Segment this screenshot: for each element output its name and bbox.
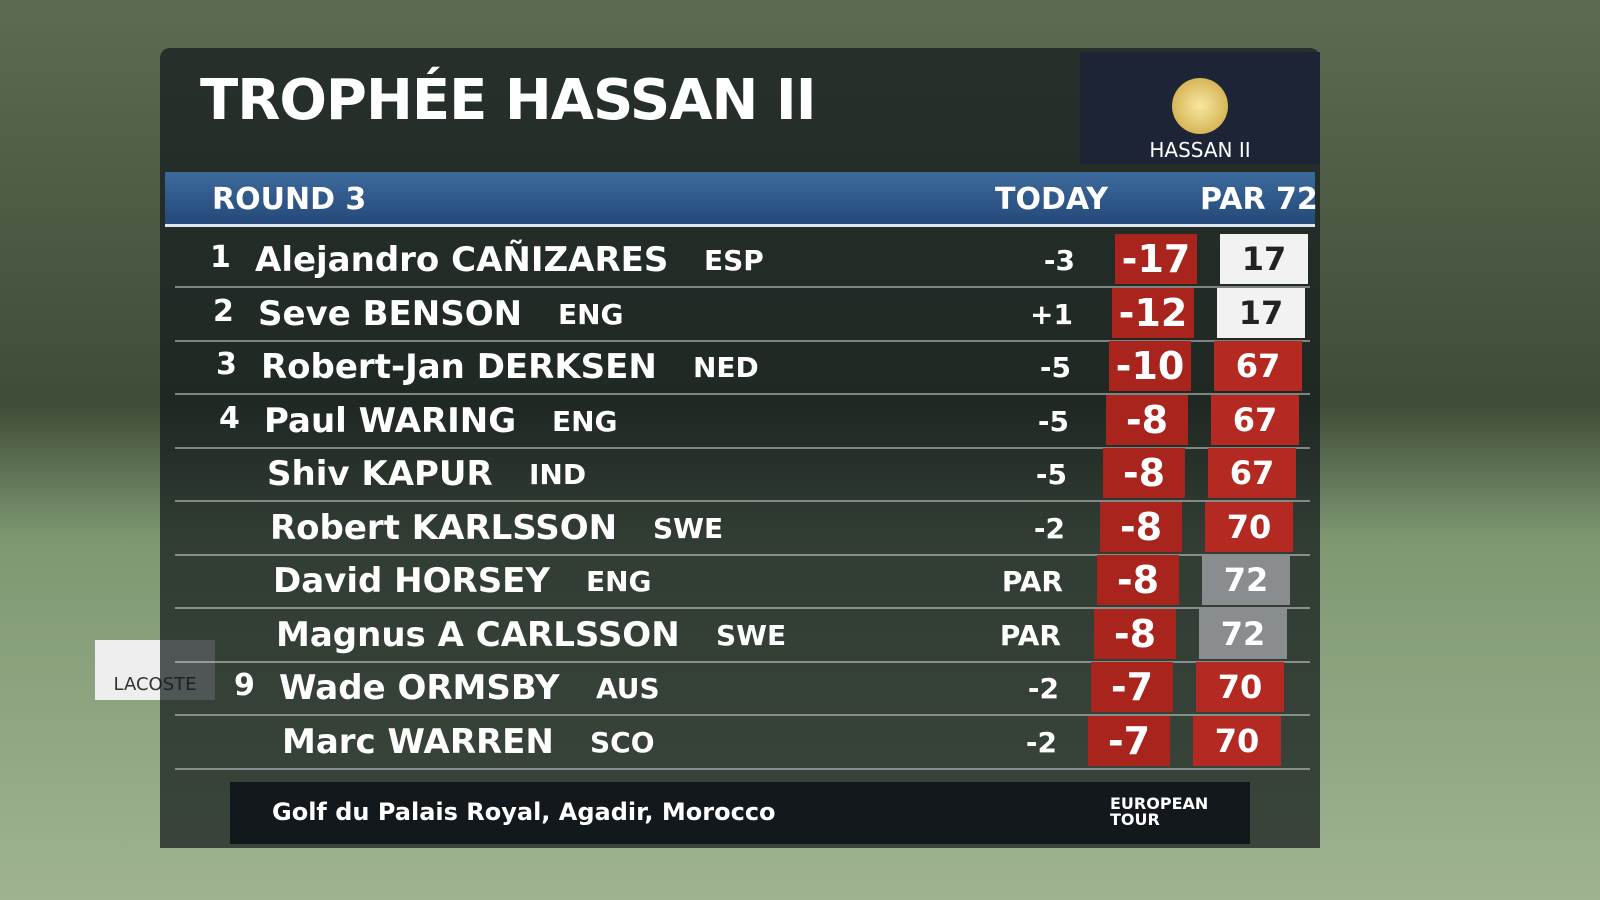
today: PAR [999,618,1061,652]
country: AUS [596,672,660,705]
country: IND [529,458,587,491]
thru: 17 [1217,287,1305,338]
thru: 72 [1202,555,1290,605]
thru: 70 [1196,662,1284,712]
logo-ball [1172,78,1228,134]
row: David HORSEY ENG PAR -8 72 [175,553,1310,609]
round-band [165,172,1315,227]
row: Shiv KAPUR IND -5 -8 67 [175,446,1310,502]
position: 1 [210,240,231,275]
player-name: Magnus A CARLSSON [276,614,680,655]
today: -5 [1035,458,1067,491]
thru: 72 [1199,608,1287,659]
player-name: Seve BENSON [258,293,523,334]
thru: 67 [1208,448,1296,498]
total: -7 [1091,662,1173,712]
today: -3 [1043,244,1075,277]
player-name: Wade ORMSBY [279,668,560,708]
position: 3 [216,347,237,382]
row: 1 Alejandro CAÑIZARES ESP -3 -17 17 [175,232,1310,288]
position: 4 [219,400,240,436]
row: Marc WARREN SCO -2 -7 70 [175,714,1310,770]
round: ROUND 3 [212,182,367,217]
row: 9 Wade ORMSBY AUS -2 -7 70 [175,660,1310,716]
country: NED [693,351,759,384]
country: ENG [558,297,624,331]
thru: 70 [1193,715,1281,766]
country: ESP [704,244,764,277]
player-name: Alejandro CAÑIZARES [255,240,669,280]
country: SCO [590,725,655,759]
today-header: TODAY [995,182,1108,217]
logo: HASSAN II [1080,52,1320,164]
player-name: Paul WARING [264,400,517,441]
total: -8 [1094,608,1176,659]
country: SWE [653,511,724,545]
thru: 17 [1220,234,1308,284]
par-header: PAR 72 [1200,182,1318,217]
today: -5 [1039,351,1071,384]
total: -8 [1097,555,1179,605]
total: -17 [1115,234,1197,284]
total: -8 [1103,448,1185,498]
today: +1 [1030,297,1073,331]
player-name: Marc WARREN [282,721,554,762]
thru: 70 [1205,501,1293,552]
today: -2 [1025,725,1057,759]
row: 3 Robert-Jan DERKSEN NED -5 -10 67 [175,339,1310,395]
today: -2 [1027,672,1059,705]
total: -7 [1088,715,1170,766]
title: TROPHÉE HASSAN II [200,68,817,133]
position: 2 [213,293,234,329]
tour: EUROPEAN TOUR [1110,794,1209,829]
total: -10 [1109,341,1191,391]
row: Magnus A CARLSSON SWE PAR -8 72 [175,607,1310,663]
logo-text: HASSAN II [1149,138,1251,162]
player-name: David HORSEY [273,561,551,601]
country: SWE [716,618,787,652]
player-name: Robert-Jan DERKSEN [261,347,657,387]
player-name: Shiv KAPUR [267,454,493,494]
country: ENG [586,565,652,598]
row: 4 Paul WARING ENG -5 -8 67 [175,393,1310,449]
total: -8 [1106,394,1188,445]
row: Robert KARLSSON SWE -2 -8 70 [175,500,1310,556]
country: ENG [552,404,618,438]
thru: 67 [1211,394,1299,445]
thru: 67 [1214,341,1302,391]
player-name: Robert KARLSSON [270,507,618,548]
total: -12 [1112,287,1194,338]
today: PAR [1001,565,1063,598]
today: -2 [1033,511,1065,545]
position: 9 [234,668,255,703]
footer: Golf du Palais Royal, Agadir, Morocco EU… [230,782,1250,844]
venue: Golf du Palais Royal, Agadir, Morocco [272,798,776,826]
today: -5 [1037,404,1069,438]
total: -8 [1100,501,1182,552]
row: 2 Seve BENSON ENG +1 -12 17 [175,286,1310,342]
